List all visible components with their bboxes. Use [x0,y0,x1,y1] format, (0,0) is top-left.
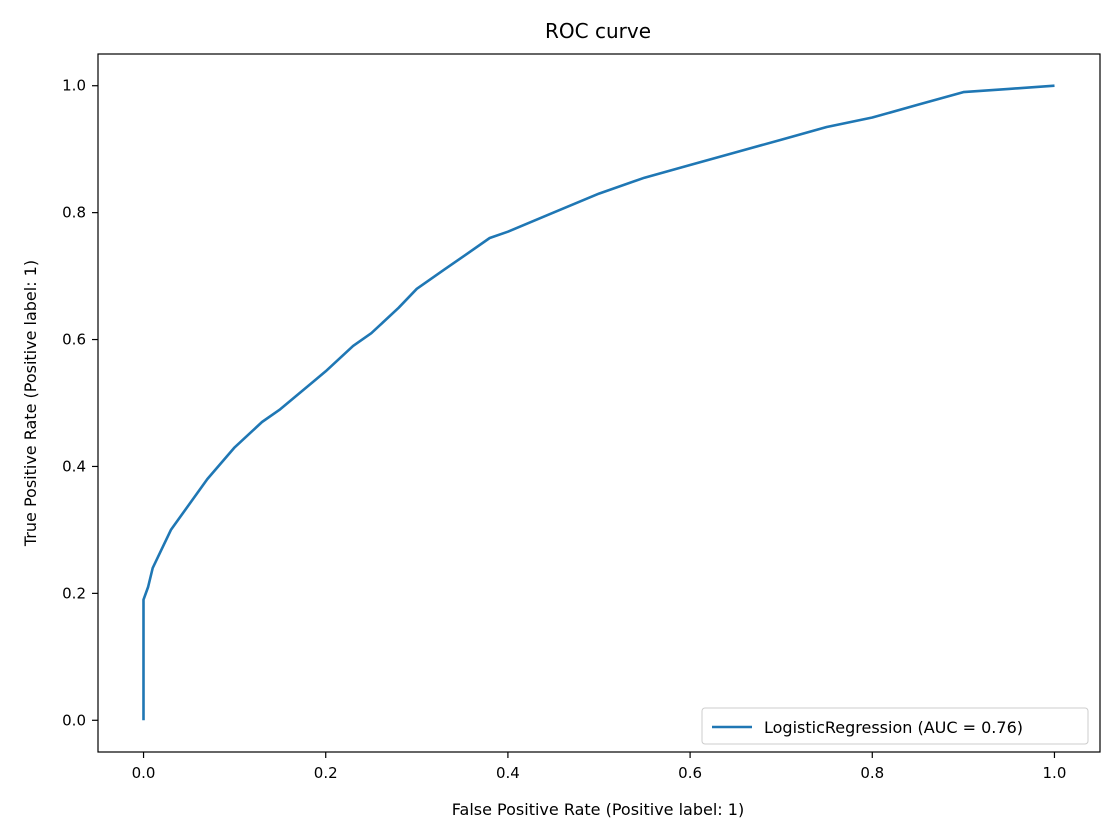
y-tick-label: 0.8 [62,204,86,222]
x-tick-label: 0.4 [496,764,520,782]
y-tick-label: 1.0 [62,77,86,95]
y-tick-label: 0.6 [62,331,86,349]
y-tick-label: 0.0 [62,711,86,729]
y-tick-label: 0.4 [62,457,86,475]
x-tick-label: 0.8 [860,764,884,782]
x-tick-label: 0.0 [132,764,156,782]
y-tick-label: 0.2 [62,584,86,602]
y-axis-label: True Positive Rate (Positive label: 1) [21,260,40,547]
legend-box [701,707,1089,745]
chart-title: ROC curve [545,19,651,43]
x-axis-label: False Positive Rate (Positive label: 1) [452,800,744,819]
x-tick-label: 0.6 [678,764,702,782]
y-axis: 0.0 0.2 0.4 0.6 0.8 1.0 [62,77,98,729]
x-tick-label: 1.0 [1043,764,1067,782]
legend-label: LogisticRegression (AUC = 0.76) [764,718,1023,737]
roc-curve-line [142,84,1055,721]
plot-frame [97,53,1101,753]
legend: LogisticRegression (AUC = 0.76) [701,707,1089,745]
x-axis: 0.0 0.2 0.4 0.6 0.8 1.0 [132,752,1067,782]
x-tick-label: 0.2 [314,764,338,782]
